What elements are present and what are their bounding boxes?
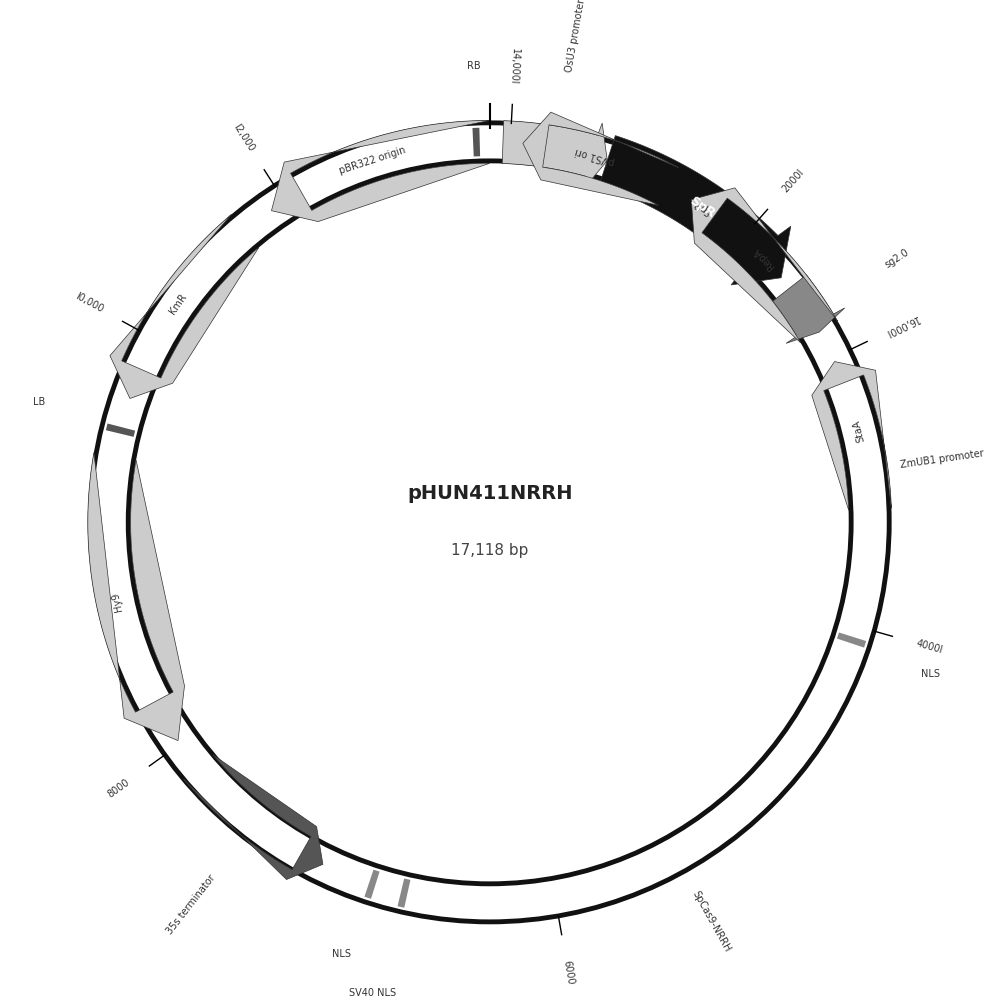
Polygon shape — [812, 362, 891, 509]
Polygon shape — [691, 188, 838, 343]
Polygon shape — [773, 275, 845, 344]
Text: 8000: 8000 — [106, 777, 131, 799]
Text: SpCas9-NRRH: SpCas9-NRRH — [690, 889, 732, 954]
Text: 35s terminator: 35s terminator — [165, 873, 217, 936]
Polygon shape — [364, 870, 380, 899]
Polygon shape — [106, 424, 135, 437]
Text: pHUN411NRRH: pHUN411NRRH — [407, 485, 572, 503]
Text: RepA: RepA — [751, 246, 776, 271]
Polygon shape — [398, 878, 410, 908]
Text: Hy9: Hy9 — [111, 591, 124, 612]
Text: LB: LB — [33, 397, 46, 407]
Text: 16,000l: 16,000l — [883, 313, 920, 338]
Text: StaA: StaA — [851, 419, 866, 443]
Text: SpR: SpR — [692, 198, 713, 217]
Text: KmR: KmR — [167, 292, 189, 317]
Polygon shape — [184, 754, 323, 879]
Text: OsU3 promoter: OsU3 promoter — [564, 0, 587, 73]
Text: NLS: NLS — [921, 669, 940, 679]
Polygon shape — [271, 121, 490, 222]
Text: pVS1 ori: pVS1 ori — [574, 146, 616, 167]
Text: SV40 NLS: SV40 NLS — [349, 988, 396, 998]
Text: ZmUB1 promoter: ZmUB1 promoter — [899, 448, 984, 470]
Text: RB: RB — [467, 61, 481, 71]
Text: SpR: SpR — [687, 194, 717, 220]
Polygon shape — [472, 128, 480, 157]
Polygon shape — [88, 453, 184, 740]
Text: 2000l: 2000l — [780, 168, 806, 195]
Text: 6000: 6000 — [561, 959, 575, 985]
Text: pBR322 origin: pBR322 origin — [338, 145, 407, 176]
Text: NLS: NLS — [332, 949, 351, 959]
Polygon shape — [502, 121, 607, 189]
Polygon shape — [110, 215, 259, 399]
Polygon shape — [523, 112, 678, 205]
Text: 4000l: 4000l — [915, 638, 944, 655]
Text: l0,000: l0,000 — [73, 292, 105, 315]
Text: l2,000: l2,000 — [231, 122, 256, 153]
Polygon shape — [837, 632, 866, 647]
Text: 14,000l: 14,000l — [508, 48, 520, 85]
Polygon shape — [599, 136, 791, 285]
Text: sg2.0: sg2.0 — [883, 247, 910, 270]
Text: 17,118 bp: 17,118 bp — [451, 543, 528, 558]
